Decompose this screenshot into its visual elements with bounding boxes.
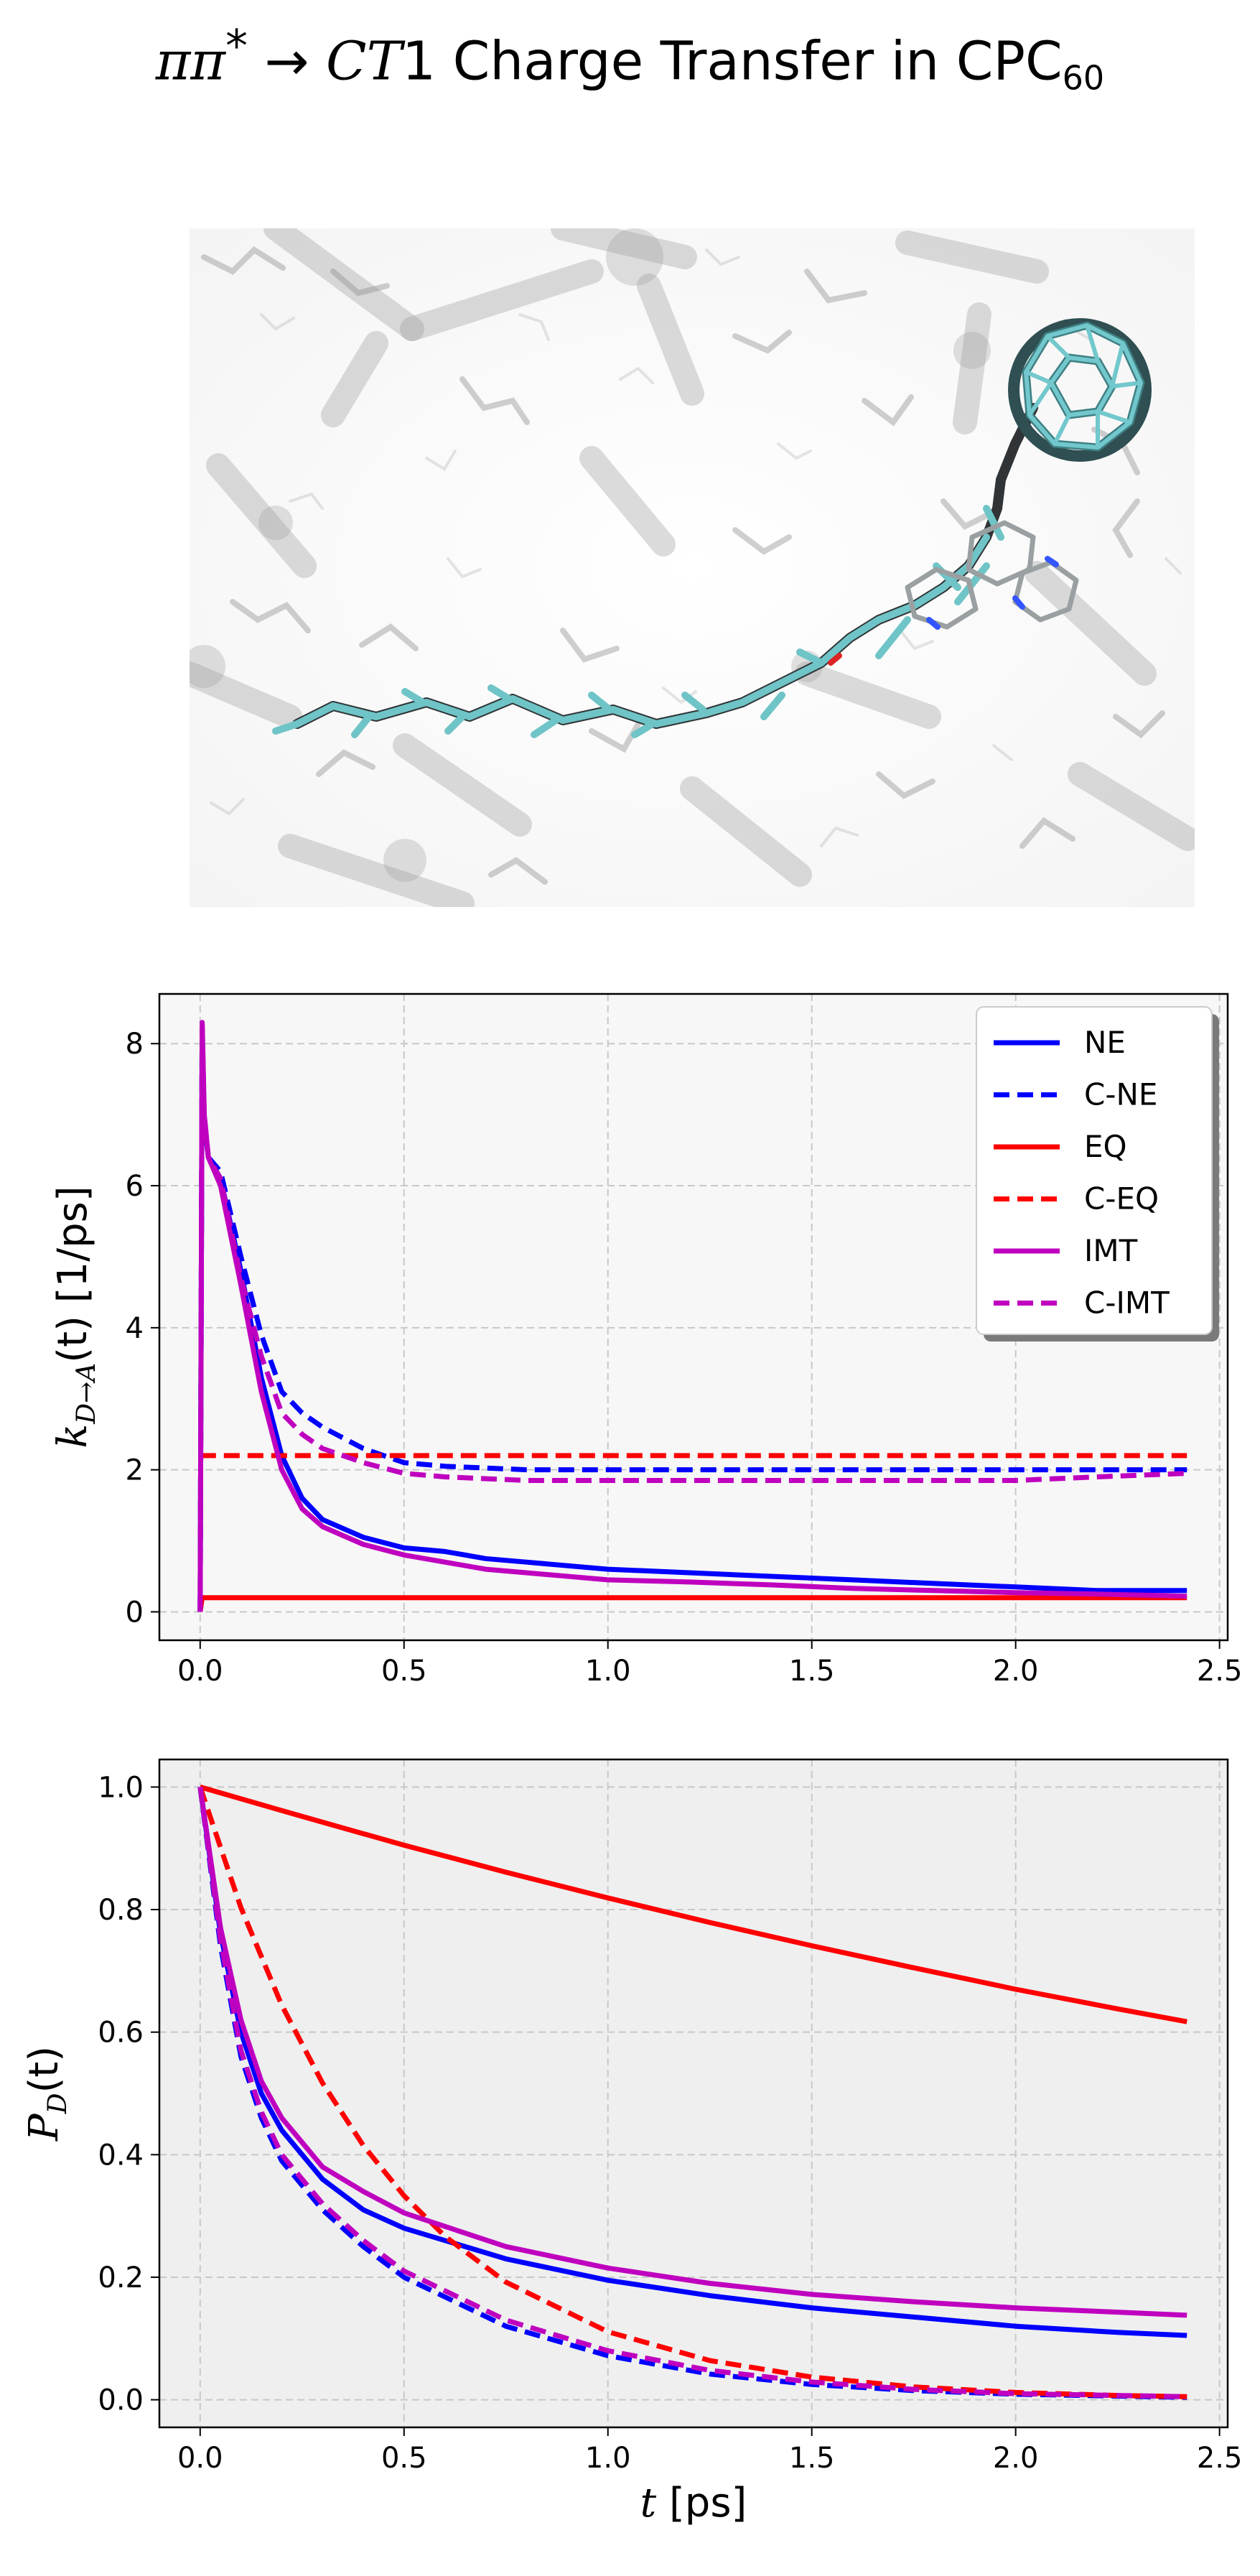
solvent-background <box>190 228 1195 907</box>
y-label-subscript: D→A <box>72 1363 101 1425</box>
x-tick-label: 0.5 <box>381 2442 427 2475</box>
y-tick-label: 4 <box>126 1312 144 1345</box>
x-axis-label: t [ps] <box>640 2480 747 2526</box>
population-chart: 0.0 0.5 1.0 1.5 2.0 2.5 0.0 0.2 0.4 0.6 0.8 1.0 PD(t… <box>21 1758 1243 2526</box>
molecule-rendering <box>190 228 1195 907</box>
title-star: * <box>225 20 248 72</box>
x-tick-label: 2.0 <box>993 1655 1039 1688</box>
series-line-eq <box>199 1785 1187 2024</box>
plot-area <box>159 1759 1228 2427</box>
series-group <box>197 1020 1187 1612</box>
y-axis-label: kD→A(t) [1/ps] <box>50 1186 101 1448</box>
y-label-subscript: D <box>43 2093 73 2114</box>
series-line-imt <box>197 1786 1187 2318</box>
x-tick-label: 2.0 <box>993 2442 1039 2475</box>
title-pipi: ππ <box>155 30 226 93</box>
legend-label-ne: NE <box>1084 1025 1126 1060</box>
y-tick-label: 2 <box>126 1454 144 1487</box>
x-tick-label: 1.5 <box>789 2442 835 2475</box>
y-tick-label: 0.4 <box>98 2139 144 2172</box>
y-label-suffix: (t) <box>21 2046 67 2093</box>
x-label-variable: t <box>640 2480 657 2526</box>
plot-frame <box>158 992 1229 1642</box>
x-tick-label: 1.0 <box>585 2442 631 2475</box>
series-line-c-imt <box>197 1020 1187 1612</box>
x-label-unit: [ps] <box>656 2480 747 2526</box>
y-tick-label: 8 <box>126 1028 144 1061</box>
series-line-c-imt <box>197 1786 1187 2399</box>
y-tick-label: 1.0 <box>98 1771 144 1804</box>
series-line-c-eq <box>197 1786 1187 2399</box>
y-tick-label: 0.2 <box>98 2261 144 2294</box>
y-label-suffix: (t) [1/ps] <box>50 1186 96 1362</box>
fullerene-c60 <box>1008 318 1152 462</box>
title-sub: 60 <box>1062 58 1105 98</box>
title-one: 1 <box>401 30 437 93</box>
y-tick-label: 6 <box>126 1170 144 1203</box>
plot-frame <box>158 1758 1229 2429</box>
x-tick-label: 2.5 <box>1197 1655 1243 1688</box>
series-line-c-ne <box>197 1027 1187 1612</box>
y-tick-label: 0.0 <box>98 2384 144 2417</box>
rate-chart: 0.0 0.5 1.0 1.5 2.0 2.5 0 2 4 6 8 kD→A(t) [1/ps] NE C… <box>50 992 1243 1688</box>
legend-label-imt: IMT <box>1084 1233 1138 1268</box>
y-tick-label: 0.8 <box>98 1894 144 1927</box>
dyad-molecule <box>272 403 1079 738</box>
title-ct: CT <box>325 30 402 93</box>
x-tick-label: 0.0 <box>177 1655 223 1688</box>
x-tick-label: 2.5 <box>1197 2442 1243 2475</box>
legend-label-c-ne: C-NE <box>1084 1077 1157 1112</box>
title-rest: Charge Transfer in CPC <box>436 30 1063 93</box>
x-tick-label: 0.5 <box>381 1655 427 1688</box>
series-group <box>197 1785 1187 2400</box>
legend-label-c-eq: C-EQ <box>1084 1181 1159 1217</box>
y-tick-label: 0.6 <box>98 2017 144 2050</box>
title-arrow: → <box>247 30 326 93</box>
y-label-symbol: k <box>50 1424 96 1449</box>
legend-label-c-imt: C-IMT <box>1084 1285 1170 1321</box>
legend-label-eq: EQ <box>1084 1129 1127 1164</box>
x-tick-label: 1.5 <box>789 1655 835 1688</box>
y-tick-label: 0 <box>126 1596 144 1629</box>
y-label-symbol: P <box>21 2113 67 2142</box>
x-tick-label: 0.0 <box>177 2442 223 2475</box>
figure-title: ππ* → CT1 Charge Transfer in CPC60 <box>0 20 1260 98</box>
x-tick-label: 1.0 <box>585 1655 631 1688</box>
y-axis-label: PD(t) <box>21 2046 73 2142</box>
